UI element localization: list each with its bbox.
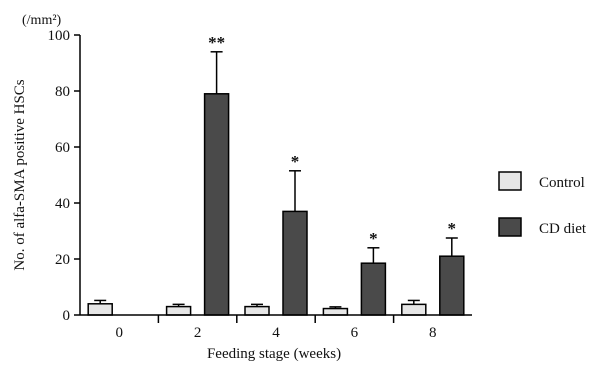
legend-label: Control bbox=[539, 175, 585, 191]
y-axis-unit: (/mm²) bbox=[22, 13, 62, 28]
significance-label: * bbox=[448, 219, 457, 238]
legend-swatch bbox=[498, 171, 522, 191]
bar bbox=[165, 305, 192, 316]
bar bbox=[401, 303, 427, 316]
axes bbox=[79, 35, 472, 316]
x-tick-label: 4 bbox=[272, 325, 280, 341]
y-axis-ticks: 0 20 40 60 80 100 bbox=[48, 28, 80, 324]
y-tick-label: 0 bbox=[63, 308, 71, 324]
x-tick-label: 0 bbox=[115, 325, 123, 341]
bar bbox=[360, 262, 387, 316]
significance-label: * bbox=[369, 229, 378, 248]
x-tick-label: 2 bbox=[194, 325, 202, 341]
significance-label: * bbox=[291, 152, 300, 171]
y-tick-label: 60 bbox=[55, 140, 70, 156]
bar bbox=[244, 305, 270, 316]
significance-label: ** bbox=[208, 33, 225, 52]
legend-label: CD diet bbox=[539, 221, 587, 237]
bar bbox=[282, 210, 308, 316]
y-tick-label: 100 bbox=[48, 28, 71, 44]
x-axis-title: Feeding stage (weeks) bbox=[207, 346, 341, 362]
bar bbox=[87, 303, 113, 316]
bar bbox=[322, 307, 349, 316]
y-tick-label: 20 bbox=[55, 252, 70, 268]
legend-swatch bbox=[498, 217, 522, 237]
x-tick-label: 6 bbox=[351, 325, 359, 341]
y-tick-label: 80 bbox=[55, 84, 70, 100]
x-axis-ticks: 0 2 4 6 8 bbox=[115, 315, 437, 341]
x-tick-label: 8 bbox=[429, 325, 437, 341]
bar bbox=[203, 93, 230, 316]
legend: Control CD diet bbox=[498, 171, 587, 237]
y-tick-label: 40 bbox=[55, 196, 70, 212]
bar bbox=[439, 255, 465, 316]
bars: ***** bbox=[87, 33, 465, 316]
y-axis-title: No. of alfa-SMA positive HSCs bbox=[12, 79, 28, 270]
